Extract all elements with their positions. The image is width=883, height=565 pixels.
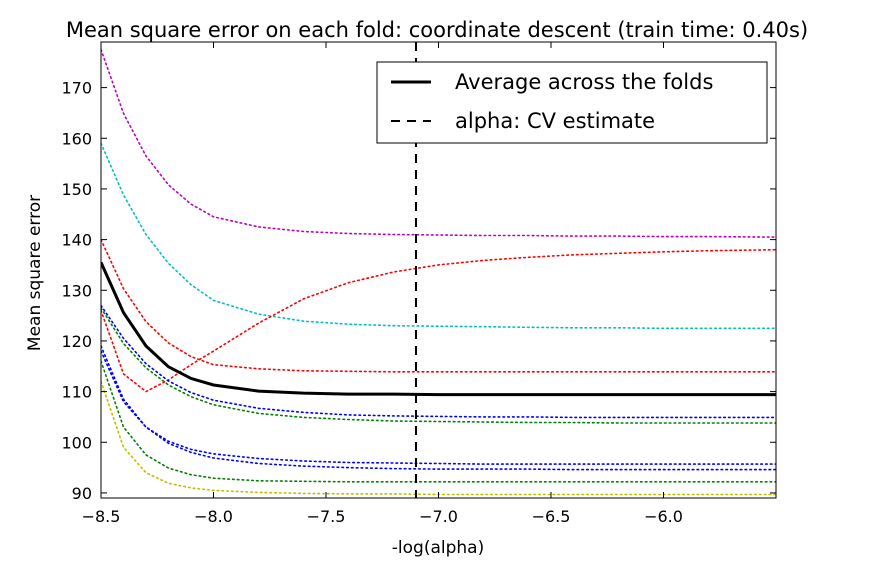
y-tick-label: 120 [61, 332, 92, 351]
y-axis: 90 100 110 120 130 140 150 160 170 [61, 79, 776, 503]
y-tick-label: 100 [61, 433, 92, 452]
x-axis-label: -log(alpha) [392, 538, 484, 558]
legend-box [376, 61, 768, 144]
y-tick-label: 130 [61, 281, 92, 300]
fold-line-4 [101, 248, 776, 393]
y-tick-label: 110 [61, 383, 92, 402]
x-tick-label: −6.5 [532, 507, 571, 526]
chart-title: Mean square error on each fold: coordina… [66, 18, 808, 42]
x-tick-label: −7.5 [307, 507, 346, 526]
y-tick-label: 90 [72, 484, 92, 503]
x-axis: −8.5 −8.0 −7.5 −7.0 −6.5 −6.0 [82, 42, 683, 526]
fold-line-9 [101, 360, 776, 483]
fold-line-5 [101, 304, 776, 419]
legend-label-cv-estimate: alpha: CV estimate [455, 109, 655, 133]
y-axis-label: Mean square error [25, 195, 45, 351]
fold-line-3 [101, 238, 776, 373]
x-tick-label: −6.0 [644, 507, 683, 526]
fold-line-10 [101, 380, 776, 496]
series-layer [101, 48, 776, 496]
y-tick-label: 170 [61, 79, 92, 98]
legend: Average across the folds alpha: CV estim… [376, 61, 768, 144]
fold-line-7 [101, 345, 776, 471]
y-tick-label: 150 [61, 180, 92, 199]
fold-line-2 [101, 142, 776, 330]
y-tick-label: 160 [61, 129, 92, 148]
average-line [101, 261, 776, 397]
fold-line-8 [101, 350, 776, 465]
x-tick-label: −8.0 [194, 507, 233, 526]
x-tick-label: −7.0 [419, 507, 458, 526]
fold-line-6 [101, 307, 776, 424]
y-tick-label: 140 [61, 231, 92, 250]
legend-label-average: Average across the folds [455, 70, 713, 94]
x-tick-label: −8.5 [82, 507, 121, 526]
fold-line-1 [101, 48, 776, 238]
